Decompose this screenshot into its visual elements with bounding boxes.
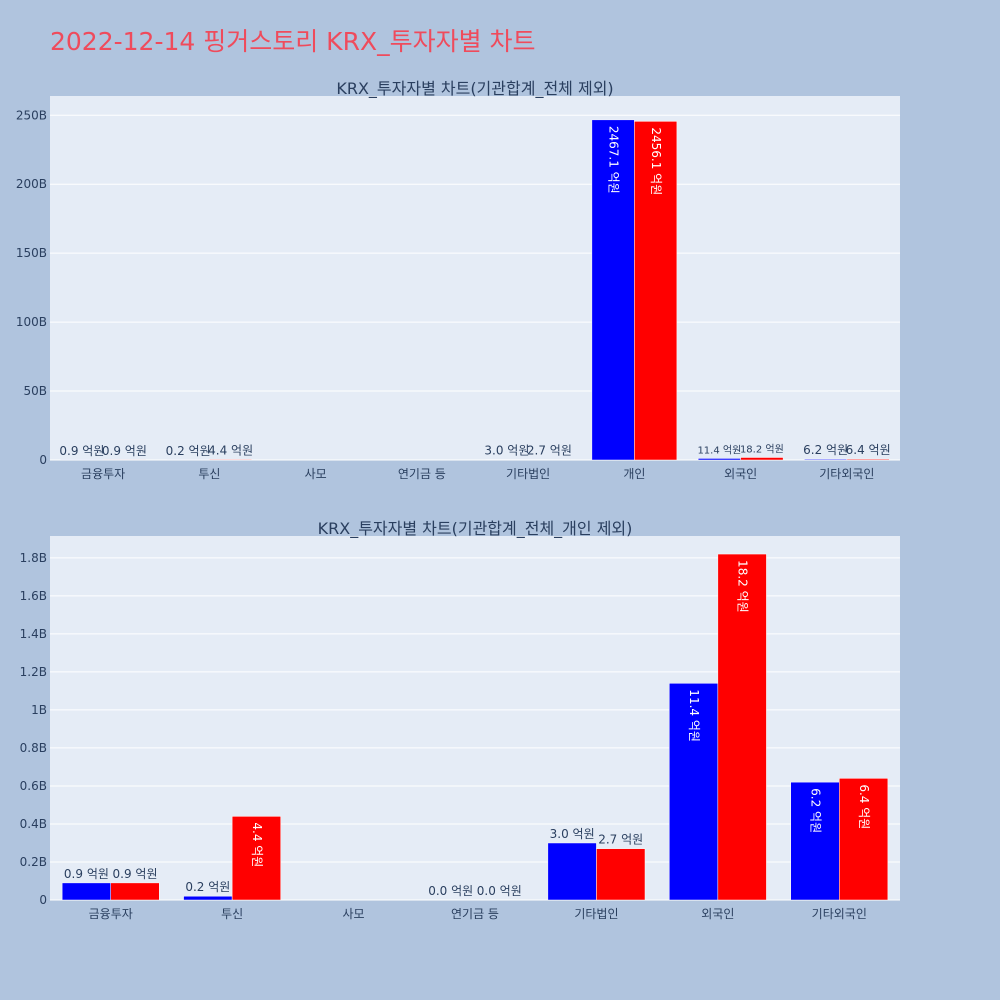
bar [634, 121, 678, 461]
bar [839, 778, 889, 901]
x-tick-label: 외국인 [701, 907, 734, 921]
bar [209, 459, 253, 461]
data-label: 6.2 억원 [803, 443, 848, 457]
chart-title: KRX_투자자별 차트(기관합계_전체_개인 제외) [318, 519, 633, 539]
plot-area [50, 96, 900, 460]
y-tick-label: 1.6B [20, 589, 47, 603]
y-tick-label: 0.4B [20, 817, 47, 831]
bar [717, 553, 767, 901]
y-tick-label: 0 [39, 893, 47, 907]
data-label: 0.2 억원 [166, 444, 211, 458]
y-tick-label: 150B [16, 246, 47, 260]
data-label: 6.4 억원 [857, 784, 871, 829]
bar [740, 457, 784, 461]
data-label: 18.2 억원 [736, 560, 750, 613]
x-tick-label: 투신 [198, 467, 220, 481]
y-tick-label: 50B [23, 384, 47, 398]
x-tick-label: 기타법인 [574, 907, 618, 921]
bar [596, 848, 646, 901]
bar [183, 895, 233, 901]
bar [669, 683, 719, 901]
x-tick-label: 연기금 등 [451, 907, 499, 921]
page-title: 2022-12-14 핑거스토리 KRX_투자자별 차트 [50, 27, 536, 56]
x-tick-label: 사모 [305, 467, 327, 481]
bar [846, 458, 890, 461]
x-tick-label: 금융투자 [81, 467, 125, 481]
data-label: 4.4 억원 [208, 443, 253, 457]
data-label: 4.4 억원 [250, 822, 264, 867]
y-tick-label: 0.6B [20, 779, 47, 793]
data-label: 0.9 억원 [64, 867, 109, 881]
x-tick-label: 외국인 [724, 467, 757, 481]
x-tick-label: 금융투자 [89, 907, 133, 921]
data-label: 2.7 억원 [527, 444, 572, 458]
bar [61, 882, 111, 901]
y-tick-label: 0 [39, 453, 47, 467]
chart-investor-excl-institution: KRX_투자자별 차트(기관합계_전체 제외) 0 50B 100B 150B 200B 2… [16, 79, 900, 481]
data-label: 3.0 억원 [484, 444, 529, 458]
data-label: 0.9 억원 [102, 444, 147, 458]
data-label: 6.2 억원 [809, 788, 823, 833]
bar [547, 842, 597, 901]
y-tick-label: 1.2B [20, 665, 47, 679]
data-label: 2456.1 억원 [649, 127, 663, 195]
bar [591, 119, 635, 461]
x-tick-label: 투신 [221, 907, 243, 921]
y-tick-label: 1B [31, 703, 47, 717]
bar [790, 781, 840, 901]
data-label: 0.0 억원 [477, 884, 522, 898]
chart-title: KRX_투자자별 차트(기관합계_전체 제외) [336, 79, 613, 99]
y-tick-label: 200B [16, 177, 47, 191]
data-label: 2467.1 억원 [607, 126, 621, 194]
data-label: 2.7 억원 [598, 833, 643, 847]
y-tick-label: 1.8B [20, 551, 47, 565]
data-label: 0.9 억원 [113, 867, 158, 881]
x-tick-label: 개인 [623, 467, 645, 481]
x-tick-label: 사모 [343, 907, 365, 921]
chart-investor-excl-individual: KRX_투자자별 차트(기관합계_전체_개인 제외) 0 0.2B 0.4B 0.6B 0… [20, 519, 900, 921]
y-tick-label: 100B [16, 315, 47, 329]
y-tick-label: 1.4B [20, 627, 47, 641]
x-tick-label: 연기금 등 [398, 467, 446, 481]
x-tick-label: 기타외국인 [812, 907, 867, 921]
data-label: 6.4 억원 [846, 443, 891, 457]
bar [804, 458, 848, 461]
bar [697, 458, 741, 461]
data-label: 18.2 억원 [740, 443, 784, 455]
y-tick-label: 250B [16, 108, 47, 122]
data-label: 11.4 억원 [697, 444, 741, 456]
data-label: 0.9 억원 [59, 444, 104, 458]
x-tick-label: 기타외국인 [819, 467, 874, 481]
data-label: 0.0 억원 [428, 884, 473, 898]
data-label: 11.4 억원 [687, 689, 701, 742]
bar [231, 816, 281, 901]
data-label: 0.2 억원 [185, 880, 230, 894]
y-tick-label: 0.8B [20, 741, 47, 755]
x-tick-label: 기타법인 [506, 467, 550, 481]
plot-area [50, 536, 900, 900]
bar [110, 882, 160, 901]
data-label: 3.0 억원 [550, 827, 595, 841]
y-tick-label: 0.2B [20, 855, 47, 869]
